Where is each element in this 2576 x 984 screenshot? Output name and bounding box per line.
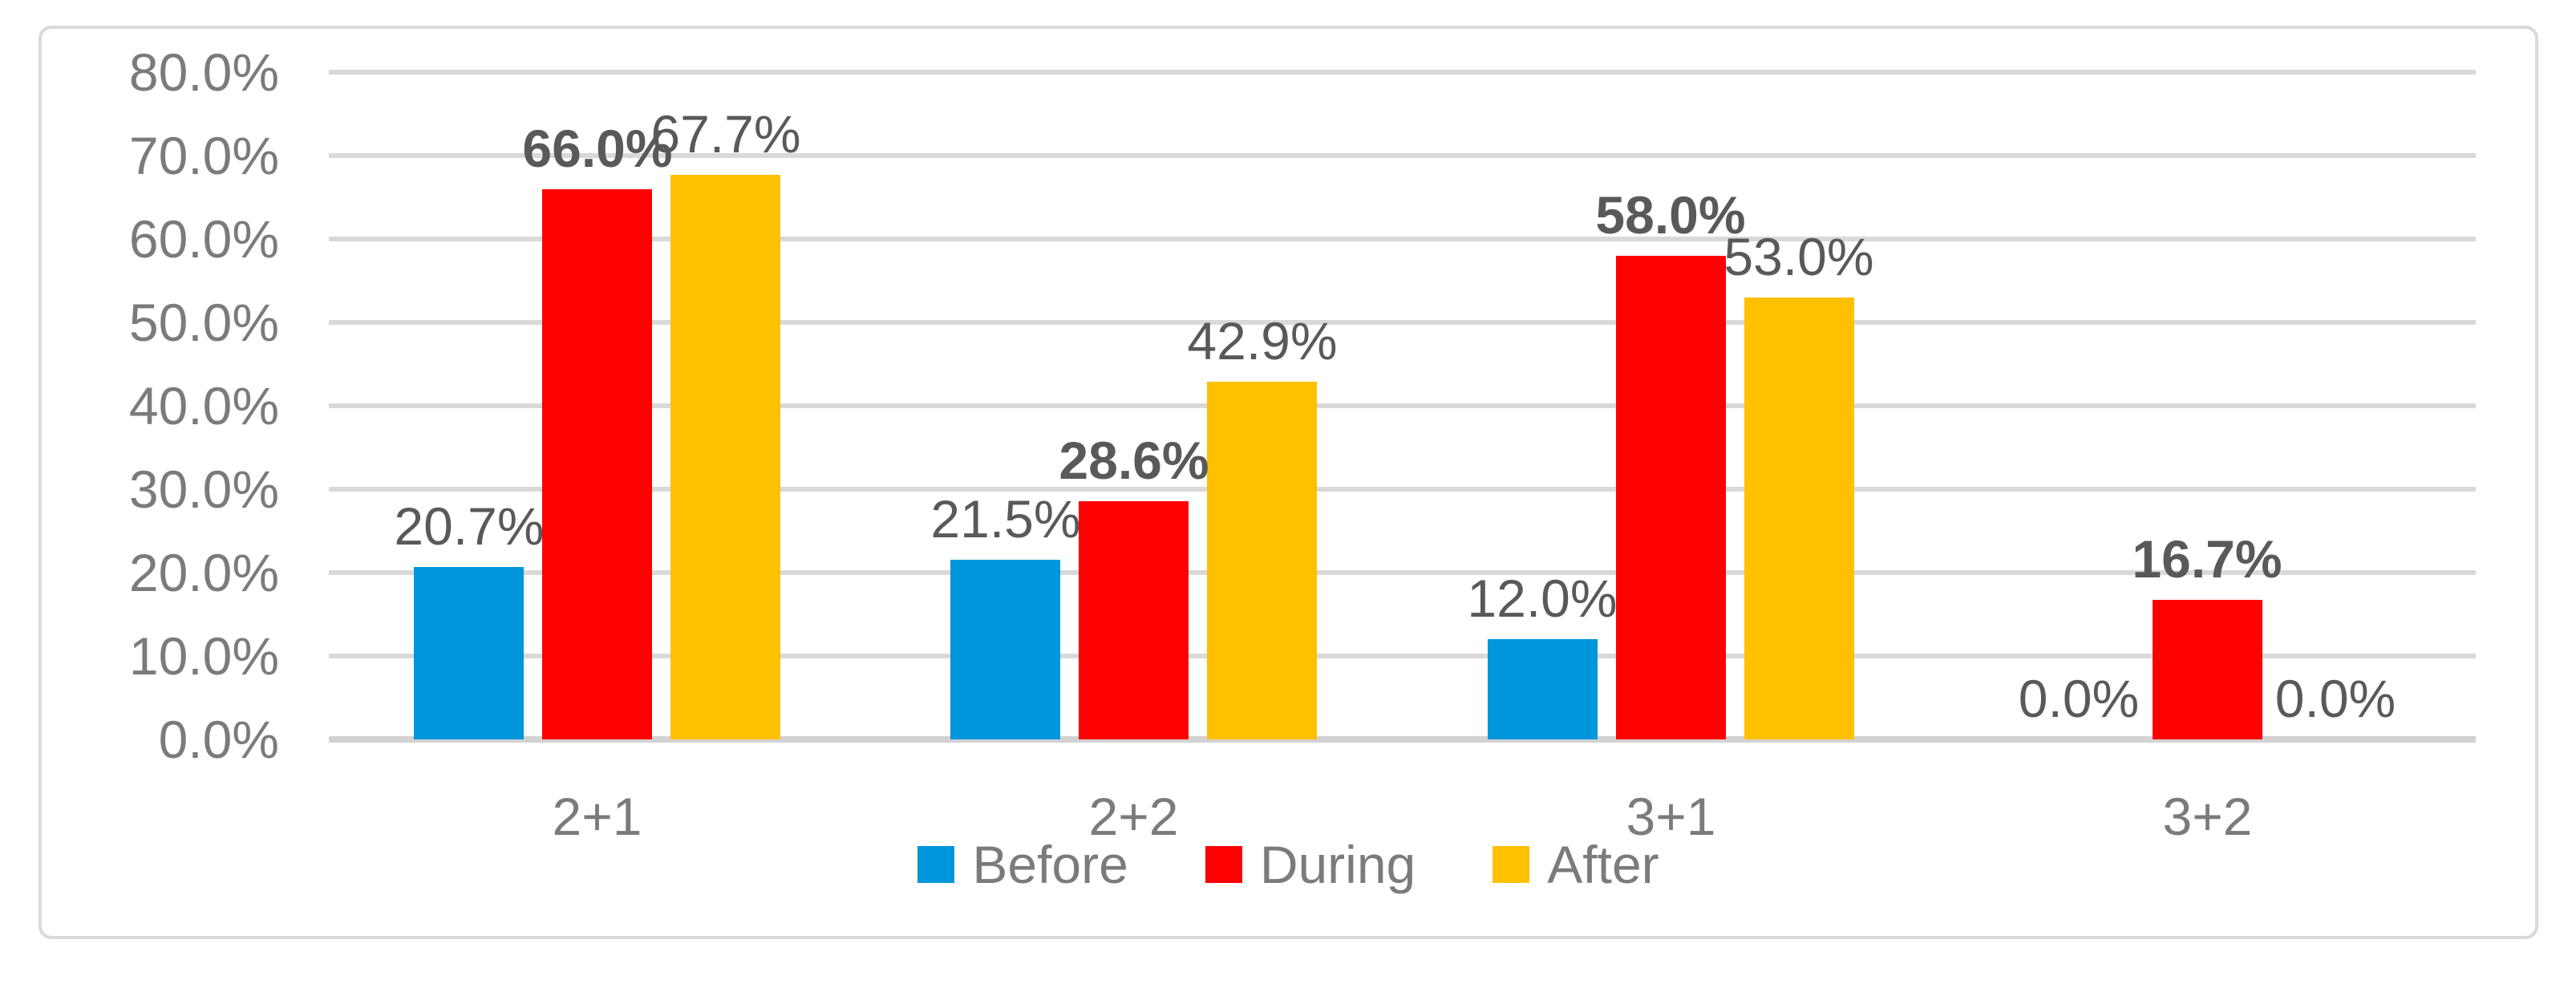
category-label-3+1: 3+1 [1626,787,1716,846]
legend-swatch-after [1493,846,1530,883]
gridline [329,487,2476,492]
data-label-after-3+1: 53.0% [1723,227,1874,286]
legend-label-during: During [1259,835,1416,894]
bar-during-3+2 [2153,600,2262,739]
y-axis-tick-label: 0.0% [158,710,279,769]
y-axis-tick-label: 60.0% [128,209,279,269]
chart-border [38,26,2538,939]
gridline [329,237,2476,241]
category-label-2+1: 2+1 [552,787,642,846]
gridline [329,153,2476,158]
data-label-before-3+2: 0.0% [2018,669,2140,728]
legend: Before During After [38,834,2538,895]
legend-swatch-before [917,846,955,883]
category-label-3+2: 3+2 [2162,787,2253,846]
data-label-before-2+1: 20.7% [394,496,545,556]
data-label-after-3+2: 0.0% [2274,669,2396,728]
data-label-during-2+2: 28.6% [1059,431,1209,490]
gridline [329,403,2476,408]
y-axis-tick-label: 10.0% [128,626,279,686]
gridline [329,70,2476,75]
data-label-after-2+1: 67.7% [650,104,801,164]
y-axis-tick-label: 40.0% [128,376,279,435]
y-axis-tick-label: 30.0% [128,460,279,519]
legend-swatch-during [1205,846,1242,883]
x-axis-line [329,736,2476,743]
y-axis-tick-label: 80.0% [128,43,279,102]
bar-before-2+1 [414,567,524,739]
y-axis-tick-label: 70.0% [128,126,279,185]
bar-before-3+1 [1488,639,1598,739]
bar-after-2+2 [1207,382,1317,739]
bar-during-3+1 [1616,256,1726,739]
data-label-before-2+2: 21.5% [930,489,1081,549]
bar-after-3+1 [1744,298,1854,739]
legend-label-after: After [1547,835,1659,894]
data-label-after-2+2: 42.9% [1187,311,1338,371]
bar-after-2+1 [670,175,780,739]
bar-during-2+1 [542,189,652,739]
legend-item-before: Before [917,834,1128,895]
y-axis-tick-label: 50.0% [128,293,279,352]
legend-item-after: After [1493,834,1659,895]
category-label-2+2: 2+2 [1088,787,1179,846]
legend-item-during: During [1205,834,1416,895]
legend-label-before: Before [972,835,1128,894]
data-label-during-3+1: 58.0% [1595,185,1746,245]
gridline [329,570,2476,575]
data-label-during-3+2: 16.7% [2132,529,2282,589]
data-label-during-2+1: 66.0% [522,119,673,178]
gridline [329,320,2476,325]
gridline [329,654,2476,658]
data-label-before-3+1: 12.0% [1467,569,1618,628]
bar-during-2+2 [1079,501,1189,739]
y-axis-tick-label: 20.0% [128,543,279,602]
bar-before-2+2 [950,560,1060,739]
